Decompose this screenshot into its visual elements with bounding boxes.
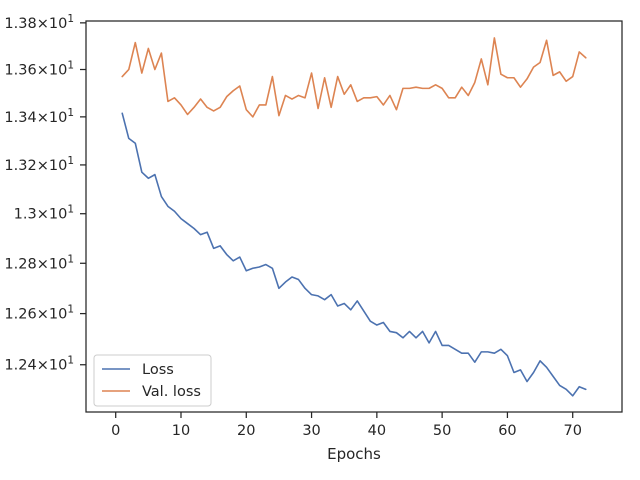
y-axis: 1.24×101 1.26×101 1.28×101 1.3×101 1.32×101 1… [4, 13, 86, 374]
x-tick-label: 30 [302, 423, 320, 439]
x-tick-label: 10 [172, 423, 190, 439]
y-tick-label: 1.32×101 [4, 155, 74, 174]
y-tick-label: 1.36×101 [4, 60, 74, 79]
x-tick-label: 40 [368, 423, 386, 439]
y-tick-label: 1.34×101 [4, 107, 74, 126]
y-tick-label: 1.26×101 [4, 304, 74, 323]
legend-label-loss: Loss [142, 362, 174, 378]
series-line-val-loss [121, 37, 587, 118]
plot-frame [85, 20, 623, 413]
legend-box [93, 354, 212, 407]
x-axis: 0 10 20 30 40 50 60 70 [111, 412, 582, 439]
y-tick-label: 1.28×101 [4, 253, 74, 272]
y-tick-label: 1.38×101 [4, 13, 74, 32]
y-tick-label: 1.24×101 [4, 355, 74, 374]
series-layer [121, 37, 587, 397]
series-line-loss [121, 112, 587, 397]
x-tick-label: 60 [498, 423, 516, 439]
x-axis-label: Epochs [327, 445, 381, 463]
x-tick-label: 50 [433, 423, 451, 439]
y-tick-label: 1.3×101 [14, 204, 74, 223]
x-tick-label: 20 [237, 423, 255, 439]
x-tick-label: 70 [563, 423, 581, 439]
legend: Loss Val. loss [93, 354, 212, 407]
legend-label-val-loss: Val. loss [142, 384, 201, 400]
x-tick-label: 0 [111, 423, 120, 439]
